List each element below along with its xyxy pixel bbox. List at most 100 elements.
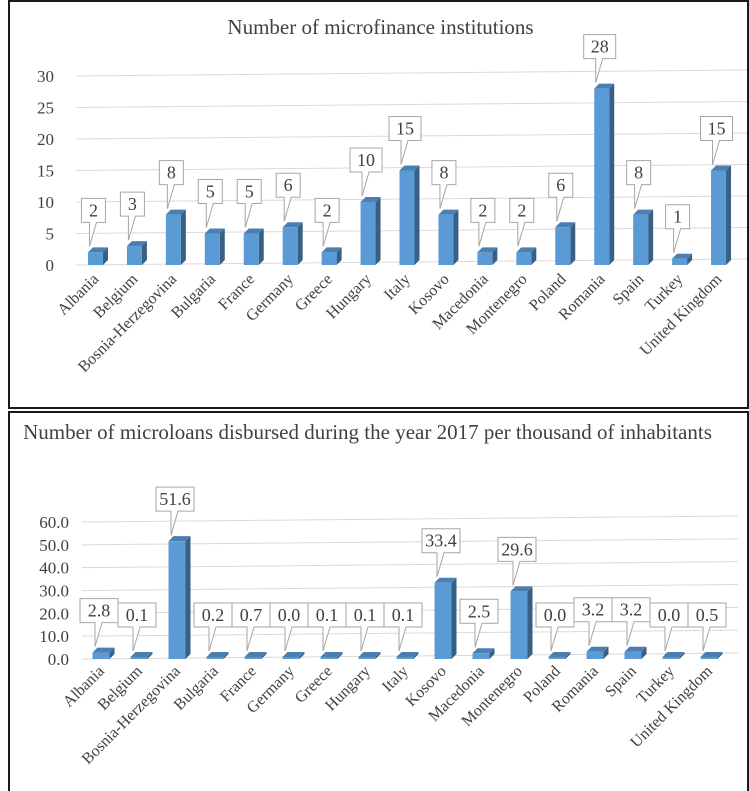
svg-text:2: 2 (517, 200, 526, 220)
gridline (81, 538, 739, 546)
data-label: 28 (583, 34, 617, 83)
data-label: 2 (509, 197, 535, 247)
chart-title: Number of microloans disbursed during th… (23, 420, 712, 444)
chart-panel-microloans: Number of microloans disbursed during th… (8, 411, 749, 791)
data-label: 6 (275, 172, 301, 222)
data-label: 0.7 (231, 602, 271, 652)
gridline (81, 584, 739, 591)
y-tick-label: 5 (46, 225, 55, 244)
data-label: 8 (626, 160, 652, 209)
y-tick-label: 20 (37, 130, 54, 149)
y-tick-label: 60.0 (39, 513, 69, 532)
y-tick-label: 15 (37, 162, 54, 181)
bar (360, 197, 381, 265)
y-tick-label: 10.0 (39, 627, 69, 646)
svg-text:8: 8 (439, 163, 448, 183)
data-label: 10 (349, 147, 383, 197)
bar (130, 652, 153, 659)
data-label: 5 (197, 179, 223, 228)
gridline (75, 101, 747, 108)
svg-text:3.2: 3.2 (582, 600, 605, 620)
data-label: 1 (665, 204, 691, 253)
data-label: 3.2 (573, 597, 613, 646)
svg-text:5: 5 (245, 182, 254, 202)
data-label: 0.1 (117, 602, 157, 652)
bar (206, 652, 229, 659)
y-tick-label: 0 (46, 256, 55, 275)
data-label: 0.0 (535, 602, 575, 652)
data-label: 2 (470, 197, 496, 247)
y-tick-label: 25 (37, 99, 54, 118)
data-label: 6 (548, 172, 574, 222)
data-label: 8 (431, 160, 457, 209)
bar (624, 646, 647, 659)
bar (555, 222, 576, 265)
bar (711, 165, 732, 265)
svg-text:0.1: 0.1 (392, 605, 415, 625)
chart-title: Number of microfinance institutions (227, 15, 534, 39)
bar-chart-microloans: 0.010.020.030.040.050.060.02.8Albania0.1… (39, 486, 739, 768)
bar (399, 165, 420, 265)
svg-text:0.7: 0.7 (240, 605, 263, 625)
bar (320, 652, 343, 659)
svg-text:0.2: 0.2 (202, 605, 225, 625)
bar (204, 228, 225, 265)
bar (165, 209, 186, 265)
svg-text:0.1: 0.1 (316, 605, 339, 625)
data-label: 33.4 (421, 528, 461, 577)
y-tick-label: 50.0 (39, 536, 69, 555)
bar (548, 652, 571, 659)
svg-text:0.1: 0.1 (126, 605, 149, 625)
data-label: 29.6 (497, 536, 537, 586)
svg-text:0.0: 0.0 (658, 605, 681, 625)
svg-text:6: 6 (556, 175, 565, 195)
svg-text:2.5: 2.5 (468, 601, 491, 621)
bar (358, 652, 381, 659)
svg-text:10: 10 (357, 150, 375, 170)
svg-text:28: 28 (591, 37, 609, 57)
svg-text:5: 5 (206, 182, 215, 202)
data-label: 0.1 (383, 602, 423, 652)
data-label: 0.2 (193, 602, 233, 652)
bar-chart-institutions: 0510152025302Albania3Belgium8Bosnia-Herz… (37, 34, 747, 376)
data-label: 51.6 (155, 486, 195, 536)
x-category-label: Italy (379, 663, 412, 696)
svg-text:2: 2 (478, 200, 487, 220)
bar (586, 646, 609, 659)
data-label: 3 (119, 191, 145, 241)
data-label: 0.1 (345, 602, 385, 652)
bar (126, 241, 147, 265)
bar (243, 228, 264, 265)
bar (516, 247, 537, 265)
data-label: 2 (80, 197, 106, 247)
svg-text:3.2: 3.2 (620, 600, 643, 620)
svg-text:15: 15 (708, 119, 726, 139)
bar (594, 83, 615, 265)
svg-text:2: 2 (323, 200, 332, 220)
bar (168, 536, 191, 659)
data-label: 2 (314, 197, 340, 247)
data-label: 2.8 (79, 598, 119, 647)
data-label: 2.5 (459, 598, 499, 648)
bar (282, 652, 305, 659)
y-tick-label: 30 (37, 67, 54, 86)
svg-text:0.1: 0.1 (354, 605, 377, 625)
y-tick-label: 40.0 (39, 559, 69, 578)
svg-text:29.6: 29.6 (501, 539, 533, 559)
bar (477, 247, 498, 265)
svg-text:2.8: 2.8 (88, 601, 111, 621)
bar (396, 652, 419, 659)
svg-text:51.6: 51.6 (159, 489, 191, 509)
svg-text:8: 8 (167, 163, 176, 183)
svg-text:8: 8 (634, 163, 643, 183)
bar (662, 652, 685, 659)
svg-text:0.0: 0.0 (278, 605, 301, 625)
bar (244, 652, 267, 659)
gridline (81, 515, 739, 523)
y-tick-label: 0.0 (48, 650, 69, 669)
bar (472, 648, 495, 659)
data-label: 3.2 (611, 597, 651, 646)
bar (438, 209, 459, 265)
svg-text:2: 2 (89, 200, 98, 220)
bar (434, 577, 457, 659)
